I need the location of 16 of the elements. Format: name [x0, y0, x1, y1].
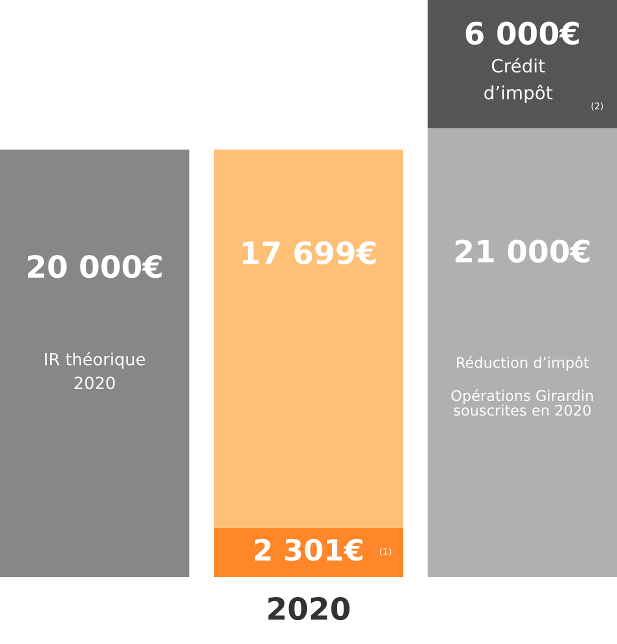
- bar: [214, 150, 404, 528]
- annotation: Opérations Girardin souscrites en 2020: [451, 389, 593, 416]
- data-label: 2 301€: [254, 538, 362, 561]
- data-label: 6 000€: [466, 22, 579, 45]
- x-tick-label: 2020: [268, 596, 350, 620]
- annotation: (1): [380, 548, 392, 556]
- data-label: 21 000€: [456, 240, 590, 263]
- annotation: Crédit d’impôt: [484, 58, 552, 103]
- annotation: IR théorique 2020: [45, 352, 145, 390]
- data-label: 17 699€: [242, 241, 376, 264]
- annotation: (2): [592, 102, 603, 110]
- bar: [428, 0, 617, 128]
- data-label: 20 000€: [28, 255, 162, 278]
- annotation: Réduction d’impôt: [457, 356, 589, 371]
- bar: [0, 150, 190, 577]
- bar: [428, 128, 617, 577]
